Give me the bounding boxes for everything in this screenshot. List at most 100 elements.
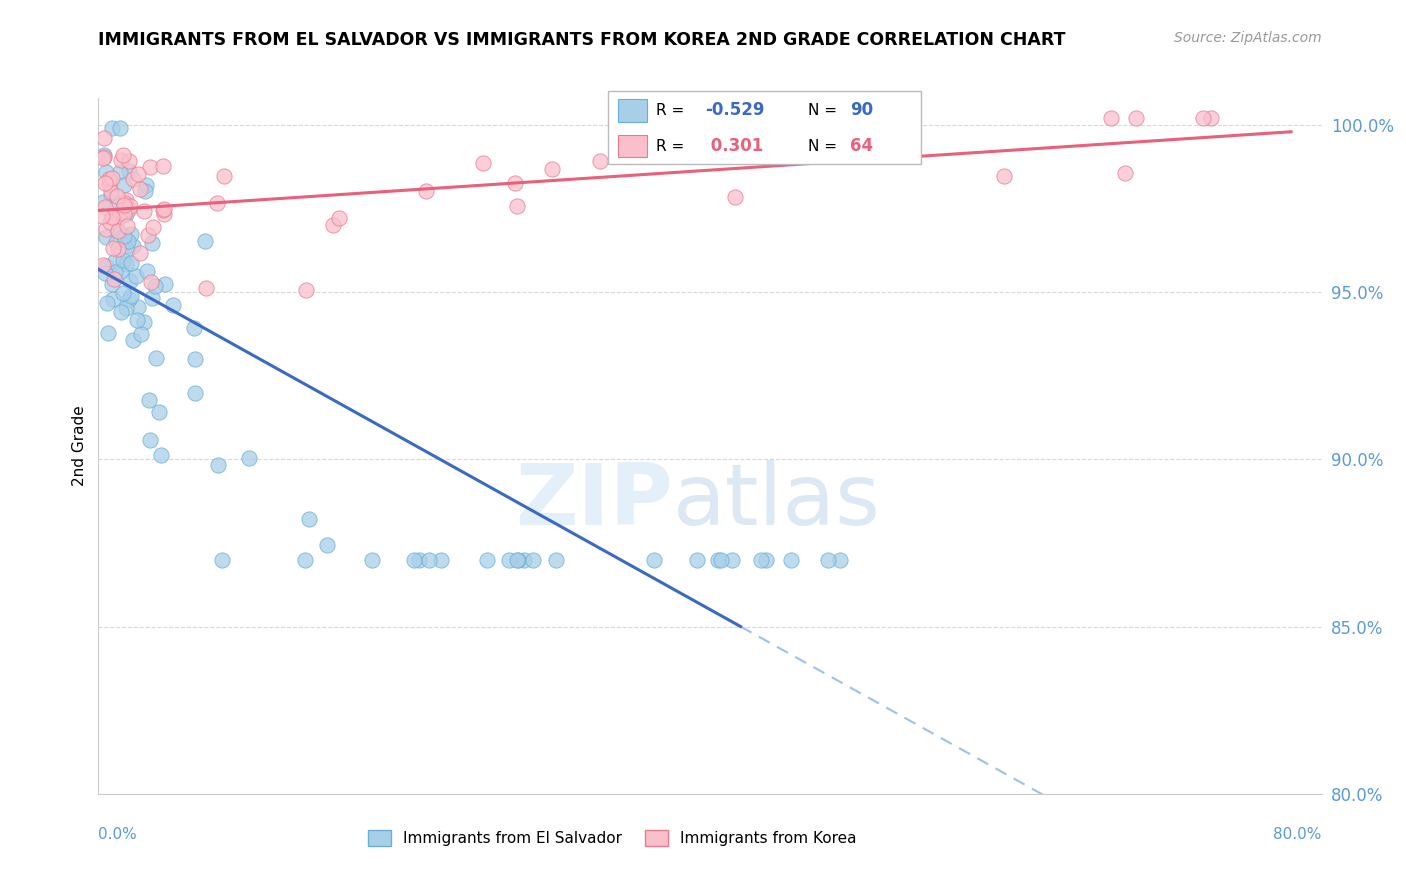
Point bbox=[94, 222, 117, 236]
Point bbox=[817, 552, 839, 567]
Point bbox=[749, 552, 772, 567]
Point bbox=[105, 235, 128, 249]
Point bbox=[505, 552, 527, 567]
Point bbox=[96, 296, 118, 310]
Point bbox=[506, 199, 529, 213]
Point bbox=[298, 512, 321, 526]
Point bbox=[145, 351, 167, 365]
Point bbox=[136, 228, 159, 243]
Point bbox=[107, 223, 129, 237]
Bar bbox=[617, 135, 647, 158]
Point bbox=[207, 458, 229, 472]
Point bbox=[360, 552, 382, 567]
Point bbox=[100, 188, 122, 202]
Point bbox=[141, 275, 163, 289]
Point bbox=[111, 148, 134, 162]
Point bbox=[103, 271, 125, 285]
Point bbox=[115, 207, 138, 221]
Point bbox=[105, 189, 128, 203]
Point bbox=[112, 253, 135, 268]
Text: Source: ZipAtlas.com: Source: ZipAtlas.com bbox=[1174, 31, 1322, 45]
Point bbox=[110, 305, 132, 319]
Point bbox=[328, 211, 350, 226]
Point bbox=[120, 199, 142, 213]
Point bbox=[141, 235, 163, 250]
Text: R =: R = bbox=[657, 138, 689, 153]
Text: 80.0%: 80.0% bbox=[1274, 827, 1322, 841]
Point bbox=[115, 301, 138, 315]
Point bbox=[238, 450, 260, 465]
Point bbox=[115, 219, 138, 233]
Point bbox=[135, 178, 157, 193]
Point bbox=[1125, 112, 1147, 126]
Point bbox=[709, 552, 731, 567]
Point bbox=[127, 167, 149, 181]
Point bbox=[98, 177, 121, 191]
Point bbox=[148, 405, 170, 419]
Point bbox=[139, 433, 162, 447]
Point bbox=[212, 169, 235, 183]
Point bbox=[114, 196, 136, 211]
Point bbox=[94, 230, 117, 244]
Point bbox=[93, 131, 115, 145]
Text: ZIP: ZIP bbox=[516, 460, 673, 543]
Legend: Immigrants from El Salvador, Immigrants from Korea: Immigrants from El Salvador, Immigrants … bbox=[361, 824, 863, 853]
Point bbox=[124, 268, 146, 283]
Point bbox=[724, 190, 747, 204]
Point bbox=[415, 184, 437, 198]
Text: 64: 64 bbox=[851, 137, 873, 155]
Point bbox=[132, 315, 155, 329]
Point bbox=[112, 207, 135, 221]
Point bbox=[104, 264, 127, 278]
Point bbox=[121, 333, 143, 347]
Point bbox=[503, 176, 526, 190]
Point bbox=[643, 552, 665, 567]
Point bbox=[93, 148, 115, 162]
Point bbox=[498, 552, 520, 567]
Point bbox=[1192, 112, 1215, 126]
Point bbox=[152, 202, 174, 217]
Point bbox=[120, 256, 142, 270]
Point bbox=[120, 227, 142, 241]
Point bbox=[155, 277, 177, 291]
Point bbox=[721, 552, 744, 567]
Point bbox=[131, 326, 153, 341]
Point bbox=[142, 219, 165, 234]
Point bbox=[143, 279, 166, 293]
Point bbox=[194, 234, 217, 248]
Point bbox=[114, 202, 136, 217]
Point bbox=[107, 242, 129, 256]
Point bbox=[541, 161, 564, 176]
Point bbox=[546, 552, 568, 567]
Point bbox=[118, 274, 141, 288]
Point bbox=[122, 172, 145, 186]
Point bbox=[108, 121, 131, 136]
Text: 0.301: 0.301 bbox=[704, 137, 763, 155]
Point bbox=[120, 289, 142, 303]
Point bbox=[207, 195, 229, 210]
Point bbox=[183, 351, 205, 366]
Point bbox=[132, 204, 155, 219]
Point bbox=[149, 449, 172, 463]
Point bbox=[112, 228, 135, 243]
Point bbox=[98, 215, 121, 229]
Point bbox=[402, 552, 425, 567]
Point bbox=[118, 153, 141, 168]
Point bbox=[141, 291, 163, 305]
Text: N =: N = bbox=[808, 138, 842, 153]
Point bbox=[110, 264, 132, 278]
Point bbox=[98, 172, 121, 186]
Point bbox=[117, 234, 139, 248]
Point bbox=[94, 259, 117, 273]
FancyBboxPatch shape bbox=[607, 91, 921, 163]
Point bbox=[477, 552, 499, 567]
Point bbox=[97, 326, 120, 341]
Point bbox=[100, 185, 122, 199]
Point bbox=[93, 200, 115, 214]
Point bbox=[134, 184, 156, 198]
Point bbox=[993, 169, 1015, 183]
Point bbox=[588, 154, 610, 169]
Point bbox=[506, 552, 529, 567]
Point bbox=[152, 207, 174, 221]
Point bbox=[127, 301, 149, 315]
